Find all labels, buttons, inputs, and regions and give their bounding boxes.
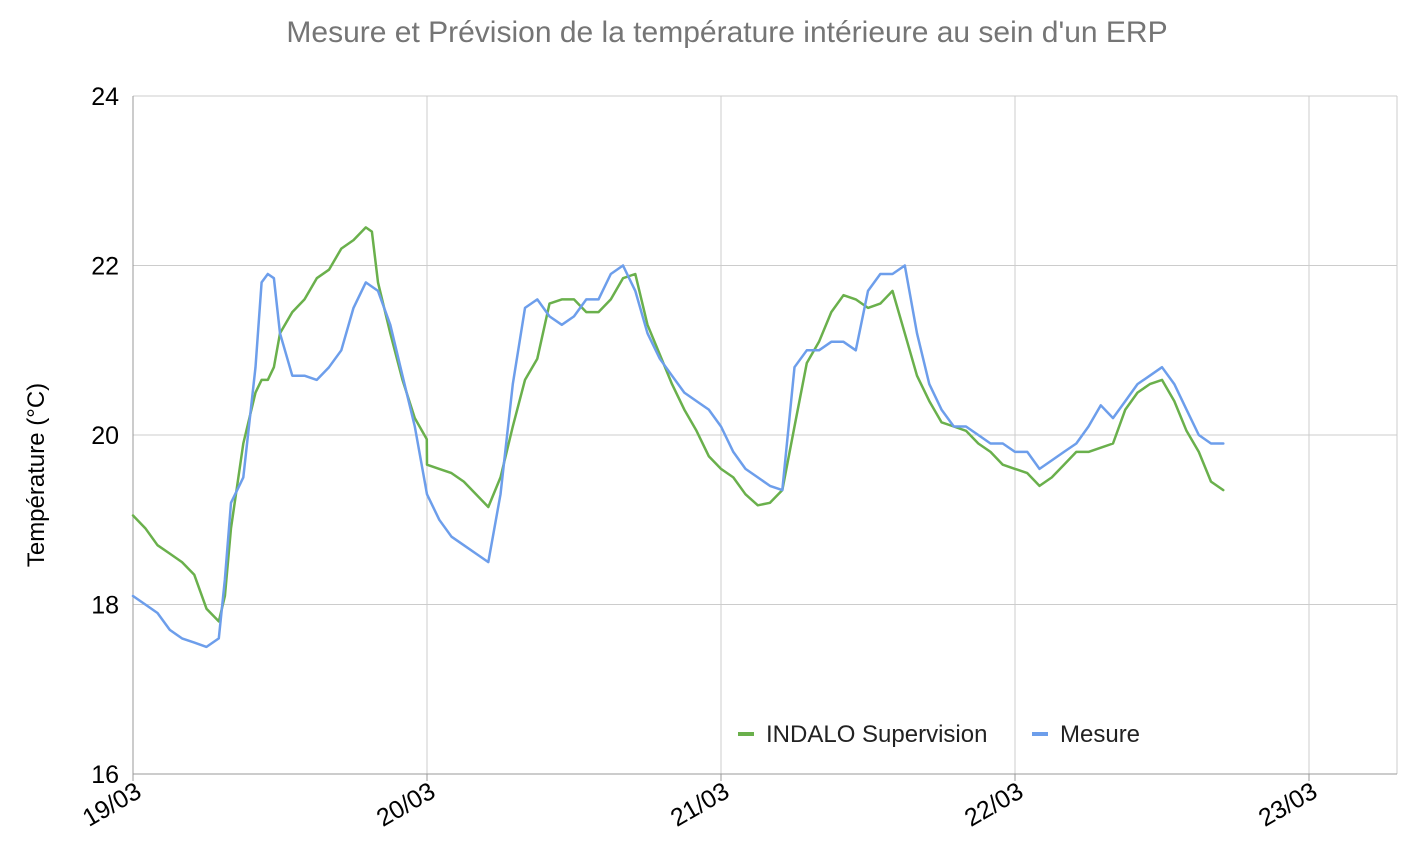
- grid: [132, 95, 1398, 774]
- y-tick-label: 24: [91, 83, 119, 111]
- y-tick-label: 22: [91, 253, 119, 281]
- chart-title: Mesure et Prévision de la température in…: [286, 16, 1167, 49]
- series-lines: [131, 226, 1225, 649]
- y-axis-label: Température (°C): [23, 383, 50, 567]
- y-tick-label: 18: [91, 592, 119, 620]
- legend-label: Mesure: [1060, 721, 1140, 748]
- series-line-indalo-supervision: [131, 226, 1225, 623]
- y-tick-label: 16: [91, 761, 119, 789]
- y-tick-label: 20: [91, 422, 119, 450]
- series-line-mesure: [131, 264, 1225, 649]
- legend: INDALO Supervision Mesure: [738, 721, 1140, 748]
- legend-label: INDALO Supervision: [766, 721, 987, 748]
